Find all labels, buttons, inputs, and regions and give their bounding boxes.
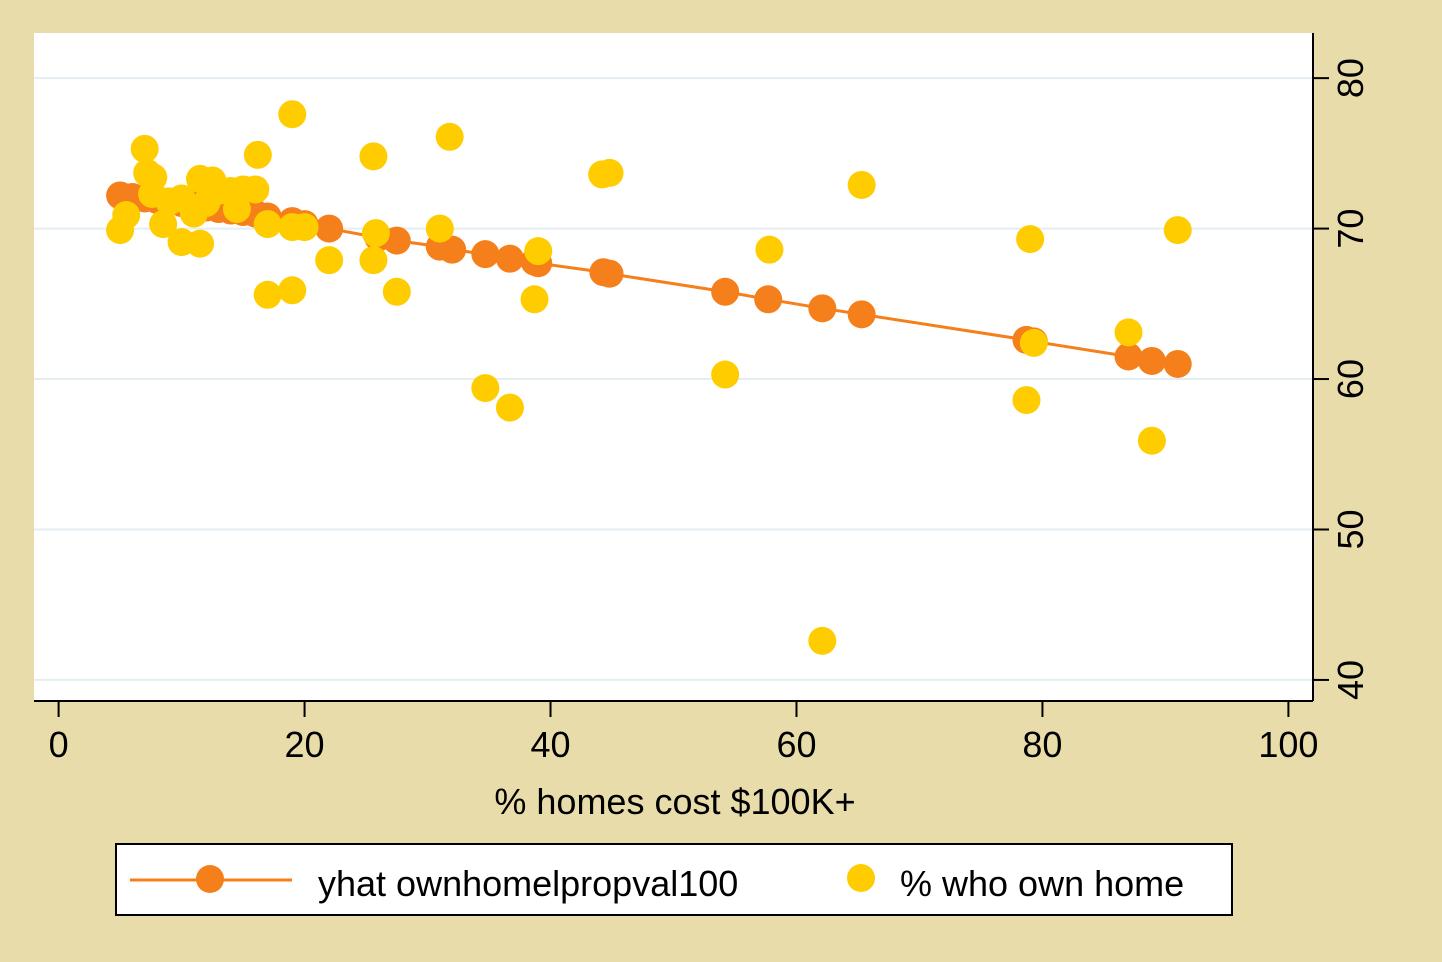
- x-tick-label: 40: [530, 724, 570, 765]
- fitted-point: [754, 285, 783, 314]
- observed-point: [435, 122, 464, 151]
- tick-labels: 0 20 40 60 80 100 40 50 60 70 80: [49, 58, 1371, 765]
- observed-point: [149, 210, 178, 239]
- observed-point: [471, 374, 500, 403]
- y-tick-label: 80: [1330, 58, 1371, 98]
- observed-point: [711, 360, 740, 389]
- fitted-point: [711, 277, 740, 306]
- observed-point: [278, 276, 307, 305]
- observed-point: [382, 277, 411, 306]
- x-tick-label: 20: [285, 724, 325, 765]
- observed-point: [808, 626, 837, 655]
- observed-point: [186, 229, 215, 258]
- observed-point: [1019, 328, 1048, 357]
- observed-point: [755, 235, 784, 264]
- observed-point: [1114, 318, 1143, 347]
- axes: [34, 33, 1329, 717]
- x-tick-label: 80: [1022, 724, 1062, 765]
- observed-point: [253, 210, 282, 239]
- plot-region-background: [34, 33, 1313, 701]
- observed-point: [1016, 225, 1045, 254]
- observed-point: [524, 237, 553, 266]
- y-tick-label: 40: [1330, 660, 1371, 700]
- observed-point: [253, 280, 282, 309]
- observed-point: [112, 201, 141, 230]
- observed-point: [139, 163, 168, 192]
- gridlines: [34, 77, 1313, 681]
- observed-point: [359, 246, 388, 275]
- observed-point: [495, 393, 524, 422]
- x-tick-label: 60: [776, 724, 816, 765]
- observed-point: [243, 140, 272, 169]
- x-tick-label: 100: [1258, 724, 1318, 765]
- observed-point: [847, 170, 876, 199]
- observed-point: [359, 142, 388, 171]
- x-axis-title: % homes cost $100K+: [494, 781, 855, 822]
- observed-point: [595, 158, 624, 187]
- legend-marker-observed: [847, 864, 875, 892]
- observed-point: [425, 214, 454, 243]
- legend-marker-fitted: [196, 865, 224, 893]
- observed-point: [1137, 426, 1166, 455]
- fitted-point: [595, 259, 624, 288]
- observed-point: [315, 246, 344, 275]
- fitted-point: [495, 244, 524, 273]
- y-tick-label: 60: [1330, 359, 1371, 399]
- legend-label-observed: % who own home: [900, 863, 1184, 904]
- fitted-point: [438, 235, 467, 264]
- fitted-point: [847, 300, 876, 329]
- observed-point: [278, 100, 307, 129]
- observed-point: [520, 285, 549, 314]
- fitted-point: [471, 240, 500, 269]
- y-tick-label: 50: [1330, 509, 1371, 549]
- fitted-point: [1114, 342, 1143, 371]
- x-tick-label: 0: [49, 724, 69, 765]
- observed-point: [1163, 216, 1192, 245]
- fitted-point: [808, 294, 837, 323]
- fitted-point: [315, 214, 344, 243]
- markers-group: [106, 100, 1192, 655]
- observed-point: [130, 134, 159, 163]
- observed-point: [361, 219, 390, 248]
- legend: yhat ownhomelpropval100 % who own home: [115, 843, 1233, 916]
- observed-point: [241, 175, 270, 204]
- observed-point: [1012, 386, 1041, 415]
- observed-point: [290, 213, 319, 242]
- fitted-point: [1137, 346, 1166, 375]
- y-tick-label: 70: [1330, 209, 1371, 249]
- fitted-point: [1163, 349, 1192, 378]
- legend-label-fitted: yhat ownhomelpropval100: [318, 863, 738, 904]
- legend-box: [115, 843, 1233, 916]
